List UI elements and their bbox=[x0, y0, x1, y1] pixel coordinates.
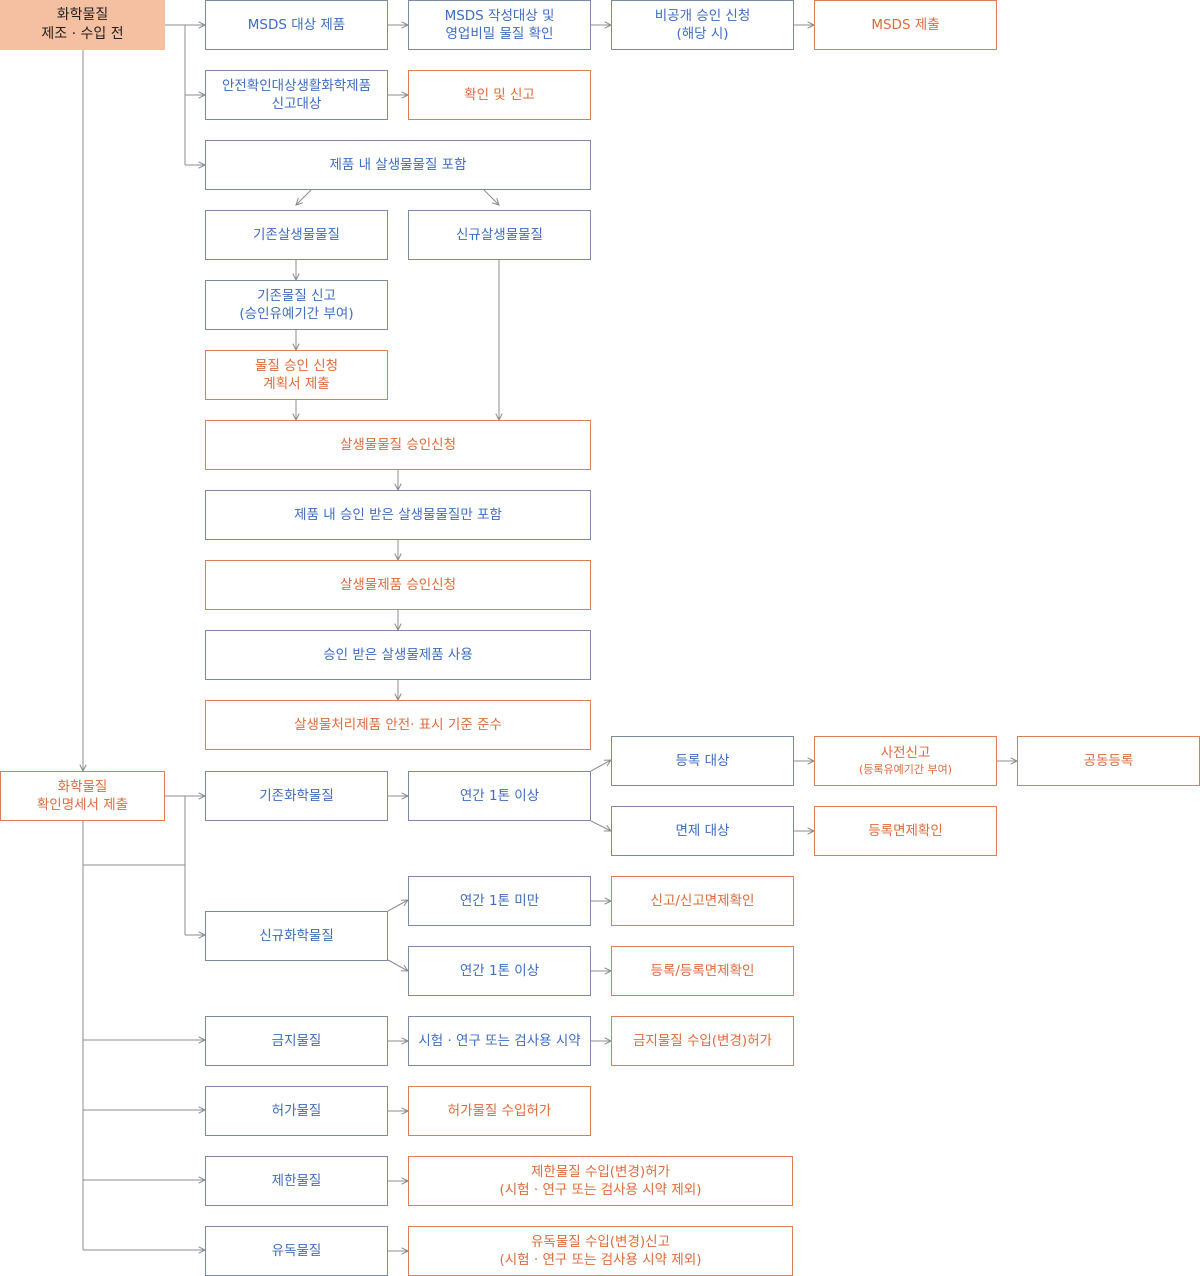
node-line: 제한물질 bbox=[271, 1172, 322, 1189]
node-line: MSDS 대상 제품 bbox=[247, 16, 346, 33]
node-line: 유독물질 bbox=[271, 1242, 322, 1259]
node-line: 등록면제확인 bbox=[868, 822, 943, 839]
restricted-permit-node: 제한물질 수입(변경)허가 (시험 · 연구 또는 검사용 시약 제외) bbox=[408, 1156, 793, 1206]
node-line: 신고대상 bbox=[271, 96, 322, 112]
node-line: 살생물물질 승인신청 bbox=[339, 436, 457, 453]
start-node-line: 제조 · 수입 전 bbox=[41, 26, 124, 42]
existing-chemical-node: 기존화학물질 bbox=[205, 771, 388, 821]
node-line: 연간 1톤 미만 bbox=[459, 892, 540, 909]
new-biocide-node: 신규살생물물질 bbox=[408, 210, 591, 260]
node-line: 승인 받은 살생물제품 사용 bbox=[323, 646, 473, 663]
joint-registration-node: 공동등록 bbox=[1017, 736, 1200, 786]
node-line: 사전신고 bbox=[880, 745, 931, 762]
approval-plan-node: 물질 승인 신청 계획서 제출 bbox=[205, 350, 388, 400]
node-line: 살생물제품 승인신청 bbox=[339, 576, 457, 593]
node-line: 신규살생물물질 bbox=[456, 226, 543, 243]
node-line: 영업비밀 물질 확인 bbox=[445, 26, 554, 42]
new-over-1t-result-node: 등록/등록면제확인 bbox=[611, 946, 794, 996]
treated-article-node: 살생물처리제품 안전· 표시 기준 준수 bbox=[205, 700, 591, 750]
biocide-product-approval-node: 살생물제품 승인신청 bbox=[205, 560, 591, 610]
use-approved-product-node: 승인 받은 살생물제품 사용 bbox=[205, 630, 591, 680]
node-line: 연간 1톤 이상 bbox=[459, 962, 540, 979]
node-line: 기존살생물물질 bbox=[253, 226, 340, 243]
node-line: 안전확인대상생활화학제품 bbox=[221, 77, 372, 94]
prohibited-permit-node: 금지물질 수입(변경)허가 bbox=[611, 1016, 794, 1066]
msds-check-node: MSDS 작성대상 및 영업비밀 물질 확인 bbox=[408, 0, 591, 50]
node-line: 신고/신고면제확인 bbox=[650, 892, 755, 909]
node-line: 화학물질 bbox=[57, 778, 108, 795]
node-line: 유독물질 수입(변경)신고 bbox=[530, 1233, 671, 1250]
restricted-node: 제한물질 bbox=[205, 1156, 388, 1206]
node-line: 제품 내 살생물물질 포함 bbox=[329, 156, 467, 173]
existing-over-1t-node: 연간 1톤 이상 bbox=[408, 771, 591, 821]
exempt-target-node: 면제 대상 bbox=[611, 806, 794, 856]
biocide-substance-approval-node: 살생물물질 승인신청 bbox=[205, 420, 591, 470]
start-node-line: 화학물질 bbox=[56, 7, 109, 24]
node-note: (등록유예기간 부여) bbox=[858, 762, 953, 776]
node-line: 면제 대상 bbox=[675, 822, 730, 839]
node-line: 공동등록 bbox=[1083, 752, 1134, 769]
new-over-1t-node: 연간 1톤 이상 bbox=[408, 946, 591, 996]
prohibited-node: 금지물질 bbox=[205, 1016, 388, 1066]
node-line: 계획서 제출 bbox=[263, 376, 330, 392]
safety-report-node: 확인 및 신고 bbox=[408, 70, 591, 120]
prohibited-research-node: 시험 · 연구 또는 검사용 시약 bbox=[408, 1016, 591, 1066]
new-chemical-node: 신규화학물질 bbox=[205, 911, 388, 961]
node-line: 금지물질 bbox=[271, 1032, 322, 1049]
node-line: 확인 및 신고 bbox=[464, 86, 535, 103]
node-line: (승인유예기간 부여) bbox=[239, 306, 354, 322]
start-node-manufacture-import: 화학물질 제조 · 수입 전 bbox=[0, 0, 165, 50]
msds-target-node: MSDS 대상 제품 bbox=[205, 0, 388, 50]
node-line: 기존화학물질 bbox=[259, 787, 334, 804]
new-under-1t-result-node: 신고/신고면제확인 bbox=[611, 876, 794, 926]
approved-only-node: 제품 내 승인 받은 살생물물질만 포함 bbox=[205, 490, 591, 540]
node-line: 금지물질 수입(변경)허가 bbox=[632, 1032, 773, 1049]
biocide-contains-node: 제품 내 살생물물질 포함 bbox=[205, 140, 591, 190]
node-line: 살생물처리제품 안전· 표시 기준 준수 bbox=[294, 716, 502, 733]
node-line: (시험 · 연구 또는 검사용 시약 제외) bbox=[499, 1182, 702, 1198]
node-line: 허가물질 수입허가 bbox=[447, 1102, 552, 1119]
node-line: 확인명세서 제출 bbox=[36, 797, 129, 813]
new-under-1t-node: 연간 1톤 미만 bbox=[408, 876, 591, 926]
node-line: 제한물질 수입(변경)허가 bbox=[530, 1163, 671, 1180]
safety-target-node: 안전확인대상생활화학제품 신고대상 bbox=[205, 70, 388, 120]
node-line: (시험 · 연구 또는 검사용 시약 제외) bbox=[499, 1252, 702, 1268]
msds-nondisclosure-node: 비공개 승인 신청 (해당 시) bbox=[611, 0, 794, 50]
node-line: 허가물질 bbox=[271, 1102, 322, 1119]
node-line: MSDS 작성대상 및 bbox=[444, 7, 555, 24]
existing-biocide-node: 기존살생물물질 bbox=[205, 210, 388, 260]
node-line: 시험 · 연구 또는 검사용 시약 bbox=[418, 1032, 581, 1049]
node-line: 비공개 승인 신청 bbox=[654, 7, 751, 24]
registration-target-node: 등록 대상 bbox=[611, 736, 794, 786]
existing-substance-report-node: 기존물질 신고 (승인유예기간 부여) bbox=[205, 280, 388, 330]
permitted-node: 허가물질 bbox=[205, 1086, 388, 1136]
node-line: MSDS 제출 bbox=[871, 16, 940, 33]
node-line: 제품 내 승인 받은 살생물물질만 포함 bbox=[294, 506, 502, 523]
toxic-report-node: 유독물질 수입(변경)신고 (시험 · 연구 또는 검사용 시약 제외) bbox=[408, 1226, 793, 1276]
node-line: 등록 대상 bbox=[675, 752, 730, 769]
exempt-confirm-node: 등록면제확인 bbox=[814, 806, 997, 856]
msds-submit-node: MSDS 제출 bbox=[814, 0, 997, 50]
node-line: (해당 시) bbox=[676, 26, 729, 42]
node-line: 연간 1톤 이상 bbox=[459, 787, 540, 804]
node-line: 기존물질 신고 bbox=[257, 287, 336, 304]
permitted-permit-node: 허가물질 수입허가 bbox=[408, 1086, 591, 1136]
node-line: 신규화학물질 bbox=[259, 927, 334, 944]
node-line: 등록/등록면제확인 bbox=[650, 962, 755, 979]
node-line: 물질 승인 신청 bbox=[254, 357, 339, 374]
pre-report-node: 사전신고 (등록유예기간 부여) bbox=[814, 736, 997, 786]
start-node-confirmation-statement: 화학물질 확인명세서 제출 bbox=[0, 771, 165, 821]
toxic-node: 유독물질 bbox=[205, 1226, 388, 1276]
